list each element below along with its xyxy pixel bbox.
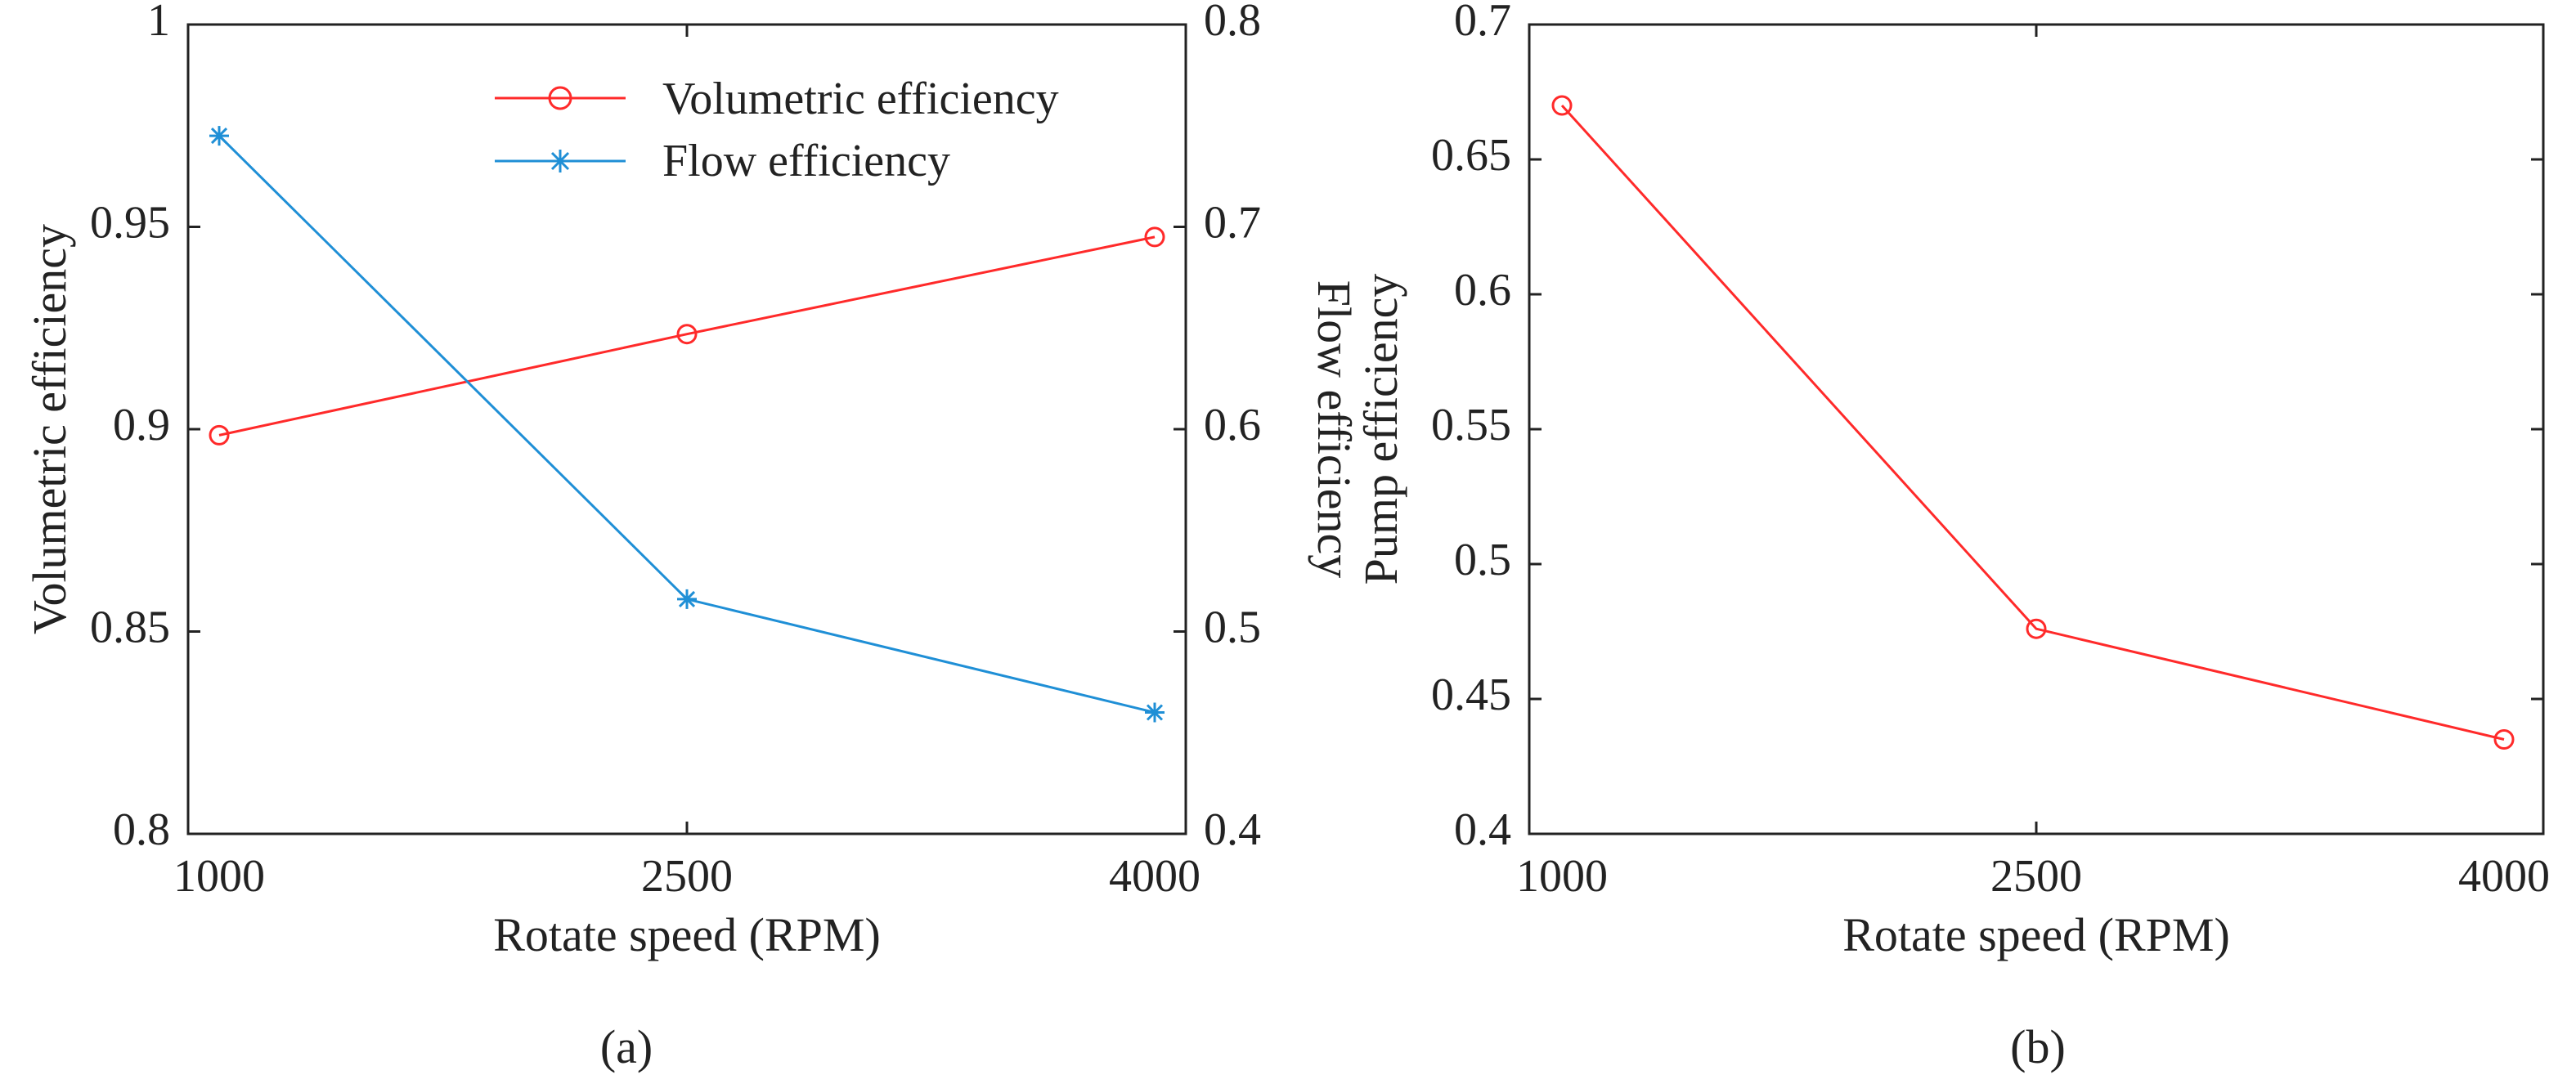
chart-a-left-ticks: 0.8 0.85 0.9 0.95 1 xyxy=(90,0,200,855)
chart-a-ytick-right: 0.5 xyxy=(1204,602,1261,652)
chart-b-ytick: 0.55 xyxy=(1431,400,1511,450)
legend-marker-volumetric xyxy=(548,86,572,110)
chart-b-ytick: 0.6 xyxy=(1454,265,1511,316)
data-point-pump xyxy=(2026,618,2047,639)
chart-a-ytick-right: 0.4 xyxy=(1204,804,1261,855)
chart-b-xtick: 4000 xyxy=(2458,851,2550,902)
chart-b-ytick: 0.45 xyxy=(1431,670,1511,720)
chart-b-ylabel: Pump efficiency xyxy=(1354,274,1407,585)
chart-a-xtick: 2500 xyxy=(641,851,733,902)
chart-a-ytick-right: 0.8 xyxy=(1204,0,1261,46)
chart-a-panel-label: (a) xyxy=(600,1020,653,1073)
chart-b-series-pump xyxy=(1551,95,2515,750)
chart-a-ytick-left: 0.95 xyxy=(90,197,170,248)
series-line-volumetric xyxy=(218,235,1156,437)
chart-b-ytick: 0.7 xyxy=(1454,0,1511,46)
data-point-flow xyxy=(1145,702,1165,723)
chart-b-panel-label: (b) xyxy=(2010,1020,2066,1073)
chart-a-ytick-left: 0.8 xyxy=(113,804,170,855)
chart-b-ytick: 0.5 xyxy=(1454,535,1511,585)
legend-label-volumetric: Volumetric efficiency xyxy=(662,74,1059,124)
chart-a-ylabel-right: Flow efficiency xyxy=(1308,280,1361,579)
series-line-pump xyxy=(1560,104,2505,741)
data-point-volumetric xyxy=(1144,226,1165,248)
chart-a-xtick: 4000 xyxy=(1109,851,1200,902)
chart-b-x-ticks: 1000 2500 4000 xyxy=(1516,25,2550,902)
chart-a-ytick-left: 1 xyxy=(147,0,170,46)
chart-b-left-ticks: 0.4 0.45 0.5 0.55 0.6 0.65 0.7 xyxy=(1431,0,2543,855)
chart-a-series-volumetric xyxy=(209,226,1165,446)
chart-a-ylabel-left: Volumetric efficiency xyxy=(23,224,76,634)
data-point-volumetric xyxy=(209,424,230,446)
chart-b-xlabel: Rotate speed (RPM) xyxy=(1842,908,2230,961)
chart-a-x-ticks: 1000 2500 4000 xyxy=(173,25,1200,902)
data-point-flow xyxy=(677,589,697,609)
data-point-flow xyxy=(209,126,229,146)
chart-a-xtick: 1000 xyxy=(173,851,265,902)
data-point-pump xyxy=(1551,95,1573,116)
chart-a-xlabel: Rotate speed (RPM) xyxy=(493,908,881,961)
chart-b: 0.4 0.45 0.5 0.55 0.6 0.65 0.7 1000 2500… xyxy=(1354,0,2550,1073)
legend-marker-flow xyxy=(549,150,572,172)
chart-b-xtick: 1000 xyxy=(1516,851,1608,902)
data-point-volumetric xyxy=(676,324,698,345)
chart-a: 0.8 0.85 0.9 0.95 1 0.4 0.5 0.6 0.7 0.8 … xyxy=(23,0,1361,1073)
chart-a-ytick-right: 0.7 xyxy=(1204,197,1261,248)
chart-a-ytick-right: 0.6 xyxy=(1204,400,1261,450)
chart-b-ytick: 0.65 xyxy=(1431,130,1511,181)
chart-a-series-flow xyxy=(209,126,1165,723)
legend-label-flow: Flow efficiency xyxy=(662,136,950,186)
chart-a-legend: Volumetric efficiency Flow efficiency xyxy=(495,74,1059,186)
series-line-flow xyxy=(218,135,1156,714)
chart-b-xtick: 2500 xyxy=(1990,851,2082,902)
chart-a-ytick-left: 0.85 xyxy=(90,602,170,652)
chart-a-ytick-left: 0.9 xyxy=(113,400,170,450)
chart-b-ytick: 0.4 xyxy=(1454,804,1511,855)
data-point-pump xyxy=(2493,729,2515,750)
chart-a-right-ticks: 0.4 0.5 0.6 0.7 0.8 xyxy=(1174,0,1261,855)
